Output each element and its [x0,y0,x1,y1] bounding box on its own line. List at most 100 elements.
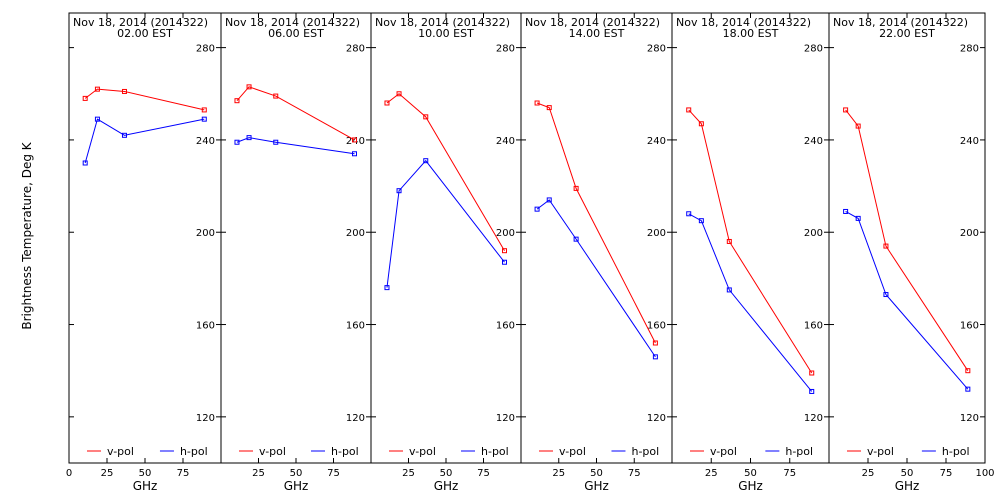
panel-3: Nov 18, 2014 (2014322)10.00 EST 120 160 200… [370,12,522,493]
x-tick-label: 75 [477,468,490,479]
x-tick-label: 50 [901,468,914,479]
legend-label-h-pol: h-pol [631,445,659,458]
legend-label-h-pol: h-pol [942,445,970,458]
panel-subtitle: 18.00 EST [723,27,779,40]
legend-label-h-pol: h-pol [785,445,813,458]
y-tick-label: 160 [960,321,979,332]
data-point-h-pol [883,292,889,298]
x-tick-label: 75 [177,468,190,479]
panel-6: Nov 18, 2014 (2014322)22.00 EST 120 160 200… [828,12,995,493]
series-line-v-pol [84,88,205,111]
data-point-h-pol [843,208,849,214]
x-tick-label: 50 [290,468,303,479]
y-tick-label: 280 [647,44,666,55]
data-point-v-pol [396,91,402,97]
data-point-v-pol [855,123,861,129]
x-tick-label: 25 [402,468,415,479]
data-point-h-pol [246,135,252,141]
data-point-h-pol [273,139,279,145]
y-tick-label: 280 [346,44,365,55]
y-tick-label: 120 [196,413,215,424]
data-point-v-pol [843,107,849,113]
x-tick-label: 75 [940,468,953,479]
data-point-v-pol [121,88,127,94]
y-axis-label: Brightness Temperature, Deg K [20,141,34,329]
x-tick-label: 25 [705,468,718,479]
x-tick-label: 100 [975,468,994,479]
data-point-h-pol [652,354,658,360]
x-tick-label: 50 [139,468,152,479]
x-axis-label: GHz [434,479,459,493]
panel-subtitle: 14.00 EST [569,27,625,40]
data-point-h-pol [352,151,357,157]
data-point-v-pol [726,238,732,244]
legend-label-v-pol: v-pol [259,445,286,458]
y-tick-label: 160 [196,321,215,332]
data-point-v-pol [698,121,704,127]
y-tick-label: 200 [960,228,979,239]
x-axis-label: GHz [284,479,309,493]
y-tick-label: 240 [647,136,666,147]
y-tick-label: 120 [346,413,365,424]
x-axis-label: GHz [895,479,920,493]
x-tick-label: 50 [440,468,453,479]
legend-label-v-pol: v-pol [710,445,737,458]
data-point-v-pol [573,185,579,191]
data-point-h-pol [396,188,402,194]
series-line-h-pol [845,211,969,390]
data-point-h-pol [726,287,732,293]
panel-title: Nov 18, 2014 (2014322) [676,16,811,29]
data-point-h-pol [534,206,540,212]
series-line-h-pol [688,213,813,392]
y-tick-label: 120 [804,413,823,424]
data-point-v-pol [352,137,357,143]
legend-label-v-pol: v-pol [867,445,894,458]
data-point-h-pol [384,285,390,291]
y-tick-label: 240 [196,136,215,147]
series-line-v-pol [845,109,969,371]
panel-title: Nov 18, 2014 (2014322) [833,16,968,29]
y-tick-label: 160 [346,321,365,332]
data-point-v-pol [546,105,552,111]
series-line-h-pol [84,118,205,164]
data-point-v-pol [534,100,540,106]
legend-label-h-pol: h-pol [481,445,509,458]
panel-title: Nov 18, 2014 (2014322) [375,16,510,29]
data-point-h-pol [573,236,579,242]
y-tick-label: 280 [960,44,979,55]
y-tick-label: 240 [496,136,515,147]
series-line-h-pol [386,159,505,288]
x-tick-label: 50 [590,468,603,479]
data-point-h-pol [809,388,815,394]
legend-label-v-pol: v-pol [409,445,436,458]
legend-label-v-pol: v-pol [559,445,586,458]
data-point-v-pol [965,368,971,374]
x-tick-label: 25 [862,468,875,479]
data-point-v-pol [82,95,88,101]
y-tick-label: 280 [804,44,823,55]
data-point-v-pol [234,98,240,104]
y-tick-label: 200 [647,228,666,239]
y-tick-label: 120 [647,413,666,424]
y-tick-label: 200 [496,228,515,239]
data-point-v-pol [246,84,252,90]
x-tick-label: 0 [66,468,72,479]
data-point-v-pol [883,243,889,249]
data-point-h-pol [698,218,704,224]
panels-group: Nov 18, 2014 (2014322)02.00 EST120160200… [66,12,995,493]
data-point-h-pol [121,132,127,138]
panel-subtitle: 02.00 EST [117,27,173,40]
x-axis-label: GHz [133,479,158,493]
data-point-h-pol [234,139,240,145]
data-point-h-pol [82,160,88,166]
y-tick-label: 160 [647,321,666,332]
data-point-h-pol [855,215,861,221]
series-line-v-pol [386,93,505,251]
panel-4: Nov 18, 2014 (2014322)14.00 EST 120 160 200… [520,12,673,493]
panel-title: Nov 18, 2014 (2014322) [525,16,660,29]
y-tick-label: 280 [196,44,215,55]
panel-title: Nov 18, 2014 (2014322) [73,16,208,29]
x-tick-label: 25 [101,468,114,479]
data-point-h-pol [94,116,100,122]
data-point-v-pol [652,340,658,346]
